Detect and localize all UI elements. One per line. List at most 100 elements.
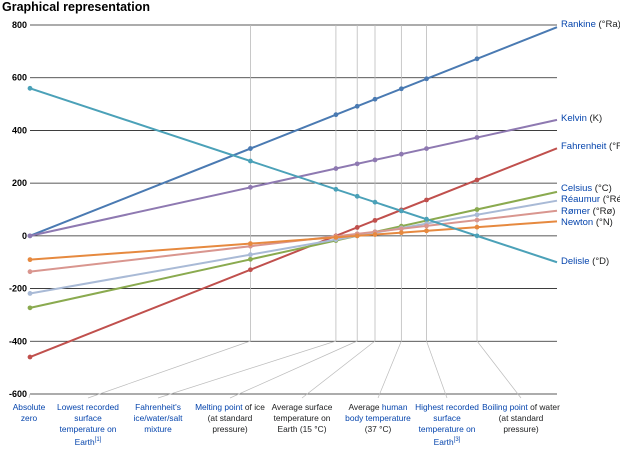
legend-item-newton: Newton (°N) bbox=[561, 217, 613, 228]
y-tick-label: 600 bbox=[12, 73, 27, 83]
data-point bbox=[474, 233, 480, 239]
x-category-label: Average surface temperature on Earth (15… bbox=[271, 402, 333, 434]
data-point bbox=[27, 305, 33, 311]
caption-link[interactable]: Fahrenheit's ice/water/salt mixture bbox=[133, 402, 183, 434]
x-category-label: Absolute zero bbox=[6, 402, 52, 424]
data-point bbox=[354, 161, 360, 167]
series-line-réaumur bbox=[29, 199, 558, 295]
data-point bbox=[424, 228, 429, 234]
data-point bbox=[248, 241, 253, 247]
legend-item-celsius: Celsius (°C) bbox=[561, 183, 612, 194]
caption-link[interactable]: human body temperature bbox=[345, 402, 411, 423]
caption-leader bbox=[377, 340, 402, 399]
caption-leader bbox=[229, 340, 358, 399]
data-point bbox=[398, 151, 404, 157]
data-point bbox=[248, 184, 253, 190]
data-point bbox=[474, 212, 480, 218]
caption-leader-lines bbox=[28, 340, 522, 399]
data-point bbox=[474, 217, 480, 223]
data-point bbox=[398, 230, 404, 236]
x-category-label: Highest recorded surface temperature on … bbox=[414, 402, 480, 448]
data-point bbox=[372, 217, 378, 223]
series-line-celsius bbox=[29, 190, 558, 309]
caption-leader bbox=[28, 393, 31, 399]
data-point bbox=[333, 166, 339, 171]
series-line-fahrenheit bbox=[29, 147, 558, 358]
data-point bbox=[474, 224, 480, 230]
x-category-label: Melting point of ice (at standard pressu… bbox=[195, 402, 265, 434]
data-point bbox=[27, 257, 33, 263]
legend-item-réaumur: Réaumur (°Ré) bbox=[561, 194, 620, 205]
caption-reference[interactable]: [1] bbox=[94, 437, 102, 443]
data-point bbox=[354, 103, 360, 109]
data-point bbox=[333, 235, 339, 240]
data-point bbox=[354, 233, 360, 239]
series-line-delisle bbox=[29, 87, 558, 264]
data-point bbox=[398, 208, 404, 214]
data-point bbox=[424, 146, 429, 152]
x-category-label: Fahrenheit's ice/water/salt mixture bbox=[127, 402, 189, 435]
caption-leader bbox=[157, 340, 337, 399]
series-points bbox=[27, 56, 480, 360]
legend-item-delisle: Delisle (°D) bbox=[561, 256, 609, 267]
y-tick-label: 200 bbox=[12, 178, 27, 188]
legend: Rankine (°Ra) Kelvin (K) Fahrenheit (°F) Ce… bbox=[561, 19, 620, 267]
data-point bbox=[27, 233, 33, 239]
data-point bbox=[474, 177, 480, 183]
legend-item-kelvin: Kelvin (K) bbox=[561, 113, 602, 124]
series-line-kelvin bbox=[29, 118, 558, 237]
data-point bbox=[248, 158, 253, 164]
data-point bbox=[372, 199, 378, 205]
data-point bbox=[354, 225, 360, 230]
data-point bbox=[27, 291, 33, 296]
data-point bbox=[474, 135, 480, 140]
caption-leader bbox=[426, 340, 448, 399]
data-point bbox=[354, 193, 360, 199]
series-line-rankine bbox=[29, 26, 558, 237]
data-point bbox=[27, 85, 33, 91]
data-point bbox=[372, 157, 378, 163]
data-point bbox=[27, 269, 33, 275]
data-point bbox=[398, 86, 404, 92]
y-tick-label: -400 bbox=[9, 336, 27, 346]
data-point bbox=[248, 267, 253, 273]
caption-leader bbox=[301, 340, 376, 399]
data-point bbox=[333, 186, 339, 192]
caption-link[interactable]: Highest recorded surface temperature on … bbox=[415, 402, 479, 447]
caption-link[interactable]: Lowest recorded surface temperature on E… bbox=[57, 402, 119, 447]
x-category-label: Average human body temperature (37 °C) bbox=[345, 402, 411, 434]
caption-leader bbox=[476, 340, 522, 399]
legend-item-fahrenheit: Fahrenheit (°F) bbox=[561, 141, 620, 152]
data-point bbox=[424, 197, 429, 203]
data-point bbox=[474, 56, 480, 62]
y-tick-label: 400 bbox=[12, 125, 27, 135]
data-point bbox=[424, 76, 429, 82]
data-point bbox=[248, 252, 253, 258]
data-point bbox=[372, 96, 378, 102]
data-point bbox=[474, 207, 480, 212]
data-point bbox=[27, 354, 33, 360]
reference-lines bbox=[250, 25, 478, 341]
series-line-newton bbox=[29, 220, 558, 261]
caption-leader bbox=[87, 340, 251, 399]
y-axis-ticks: 800 600 400 200 0 -200 -400 -600 bbox=[9, 20, 27, 399]
caption-link[interactable]: Absolute zero bbox=[12, 402, 46, 423]
data-point bbox=[424, 216, 429, 222]
caption-link[interactable]: Boiling point bbox=[482, 402, 528, 412]
y-tick-label: -600 bbox=[9, 389, 27, 399]
series-lines bbox=[29, 26, 558, 358]
data-point bbox=[333, 112, 339, 118]
y-tick-label: 800 bbox=[12, 20, 27, 30]
y-tick-label: 0 bbox=[22, 231, 27, 241]
x-category-label: Boiling point of water (at standard pres… bbox=[482, 402, 560, 434]
caption-reference[interactable]: [3] bbox=[453, 437, 461, 443]
data-point bbox=[248, 146, 253, 151]
data-point bbox=[398, 226, 404, 232]
x-category-label: Lowest recorded surface temperature on E… bbox=[55, 402, 121, 448]
y-tick-label: -200 bbox=[9, 284, 27, 294]
caption-link[interactable]: Melting point bbox=[195, 402, 243, 412]
chart-title: Graphical representation bbox=[2, 0, 150, 14]
legend-item-rømer: Rømer (°Rø) bbox=[561, 206, 615, 217]
data-point bbox=[372, 232, 378, 237]
